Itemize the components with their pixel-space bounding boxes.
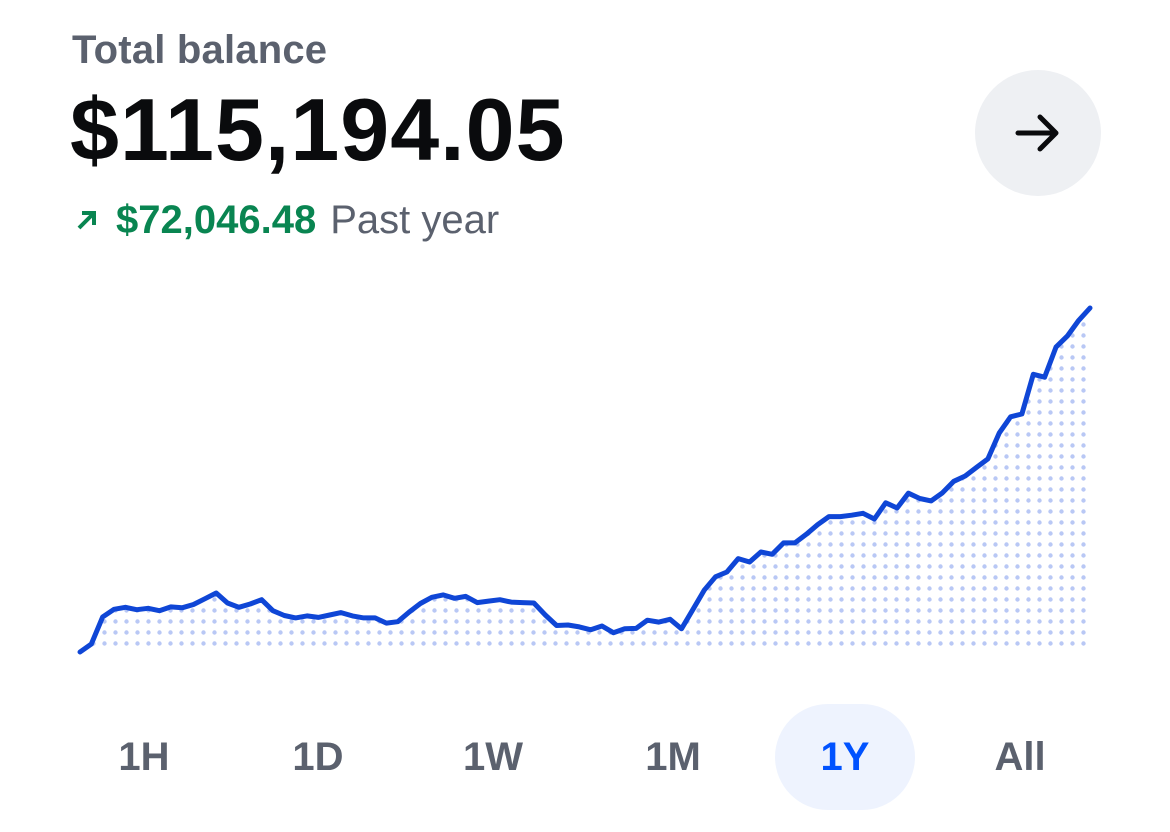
timeframe-1d[interactable]: 1D [292,734,344,779]
arrow-right-icon [1015,114,1059,152]
timeframe-1w[interactable]: 1W [463,734,523,779]
chart-area-fill [80,308,1090,652]
balance-change: $72,046.48 Past year [72,196,499,244]
arrow-up-right-icon [77,211,96,230]
balance-label: Total balance [72,28,328,72]
timeframe-1h[interactable]: 1H [118,734,170,779]
balance-chart [77,305,1093,655]
change-amount: $72,046.48 [116,197,317,242]
change-period: Past year [330,197,500,242]
timeframe-1y[interactable]: 1Y [775,704,915,810]
timeframe-all[interactable]: All [994,734,1046,779]
view-portfolio-button[interactable] [975,70,1101,196]
chart-line [77,305,1093,655]
balance-amount: $115,194.05 [70,80,566,179]
timeframe-selector: 1H 1D 1W 1M 1Y All [60,704,1110,810]
timeframe-1m[interactable]: 1M [645,734,701,779]
